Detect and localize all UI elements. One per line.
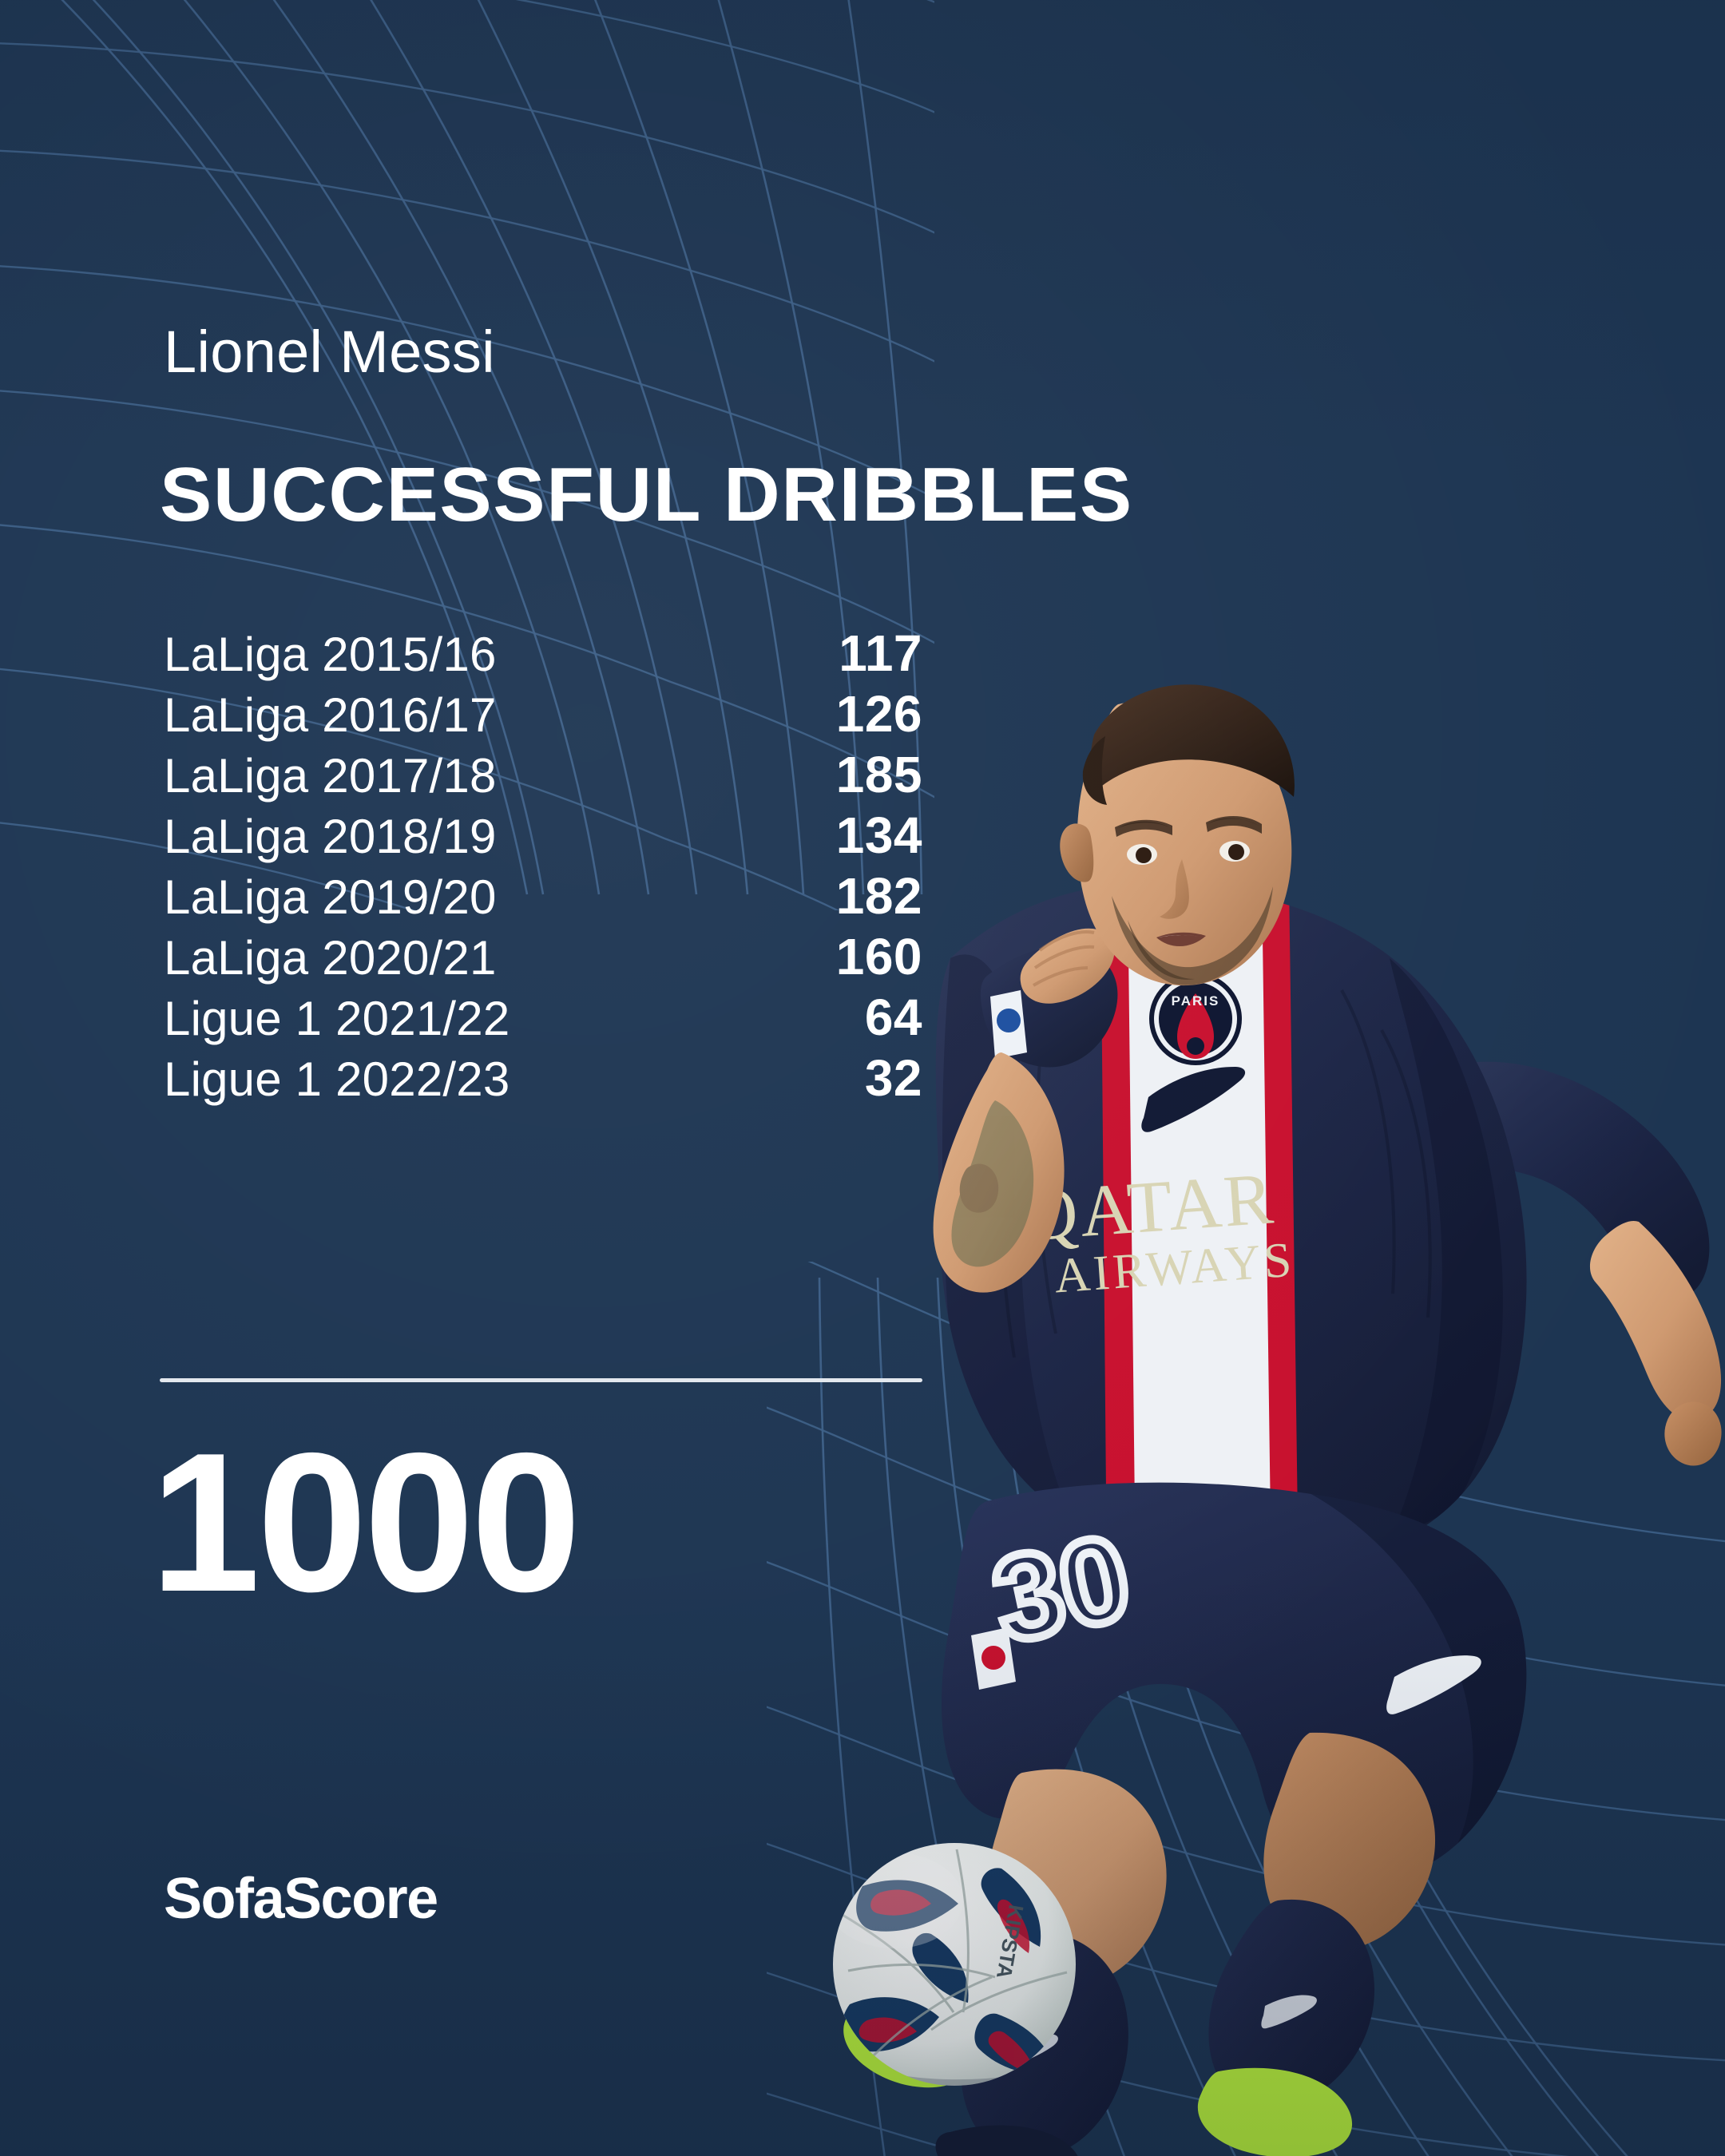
- player-left-forearm: [933, 1052, 1065, 1293]
- psg-crest: PARIS: [1149, 973, 1242, 1065]
- stat-value: 32: [864, 1049, 922, 1107]
- stat-value: 117: [839, 624, 922, 682]
- jersey-red-stripe-right: [1262, 883, 1299, 1571]
- player-right-thigh: [1263, 1732, 1436, 1951]
- player-name-eyebrow: Lionel Messi: [164, 319, 495, 385]
- stat-value: 160: [835, 928, 922, 985]
- ligue1-sleeve-patch: [990, 990, 1027, 1059]
- player-right-hand: [1664, 1401, 1722, 1466]
- stat-value: 185: [835, 746, 922, 803]
- list-item: Ligue 1 2021/22 64: [164, 992, 922, 1052]
- player-boot-left-upper: [935, 2125, 1078, 2156]
- stats-list: LaLiga 2015/16 117 LaLiga 2016/17 126 La…: [164, 628, 922, 1113]
- jersey-shadow-right: [1390, 958, 1503, 1541]
- list-item: LaLiga 2020/21 160: [164, 931, 922, 992]
- list-item: LaLiga 2019/20 182: [164, 870, 922, 931]
- stat-label: LaLiga 2015/16: [164, 628, 497, 681]
- total-divider: [160, 1378, 922, 1382]
- jersey-white-stripe: [1112, 883, 1278, 1571]
- nike-swoosh-logo: [1141, 1067, 1246, 1132]
- stat-value: 126: [835, 685, 922, 743]
- svg-text:PARIS: PARIS: [1172, 993, 1220, 1009]
- total-value: 1000: [150, 1411, 581, 1633]
- list-item: LaLiga 2018/19 134: [164, 810, 922, 870]
- svg-text:QATAR: QATAR: [1021, 1157, 1278, 1256]
- list-item: LaLiga 2015/16 117: [164, 628, 922, 688]
- stat-value: 64: [864, 989, 922, 1046]
- stat-label: LaLiga 2020/21: [164, 931, 497, 985]
- shorts-shadow: [1310, 1485, 1527, 1881]
- stat-label: LaLiga 2017/18: [164, 749, 497, 803]
- player-left-fingers: [1032, 930, 1095, 987]
- stat-label: LaLiga 2016/17: [164, 688, 497, 742]
- list-item: Ligue 1 2022/23 32: [164, 1052, 922, 1113]
- jersey-red-stripe-left: [1100, 883, 1136, 1571]
- player-arm-tattoo: [951, 1100, 1034, 1267]
- stat-label: Ligue 1 2022/23: [164, 1052, 510, 1106]
- ligue1-shorts-patch: [971, 1627, 1016, 1690]
- stat-value: 182: [835, 867, 922, 925]
- player-photo-lionel-messi: PARIS QATAR AIRWAYS: [833, 684, 1722, 2156]
- page-title: SUCCESSFUL DRIBBLES: [160, 452, 1133, 538]
- stat-value: 134: [835, 807, 922, 864]
- list-item: LaLiga 2017/18 185: [164, 749, 922, 810]
- sofascore-logo: SofaScore: [164, 1867, 438, 1931]
- player-head: [1060, 684, 1295, 986]
- football-ball: KIPSTA: [833, 1843, 1076, 2086]
- stat-label: LaLiga 2019/20: [164, 870, 497, 924]
- player-boot-right: [1197, 2067, 1353, 2156]
- shorts-nike-swoosh: [1386, 1655, 1481, 1714]
- stat-label: LaLiga 2018/19: [164, 810, 497, 863]
- list-item: LaLiga 2016/17 126: [164, 688, 922, 749]
- player-right-forearm: [1589, 1220, 1722, 1421]
- stat-label: Ligue 1 2021/22: [164, 992, 510, 1045]
